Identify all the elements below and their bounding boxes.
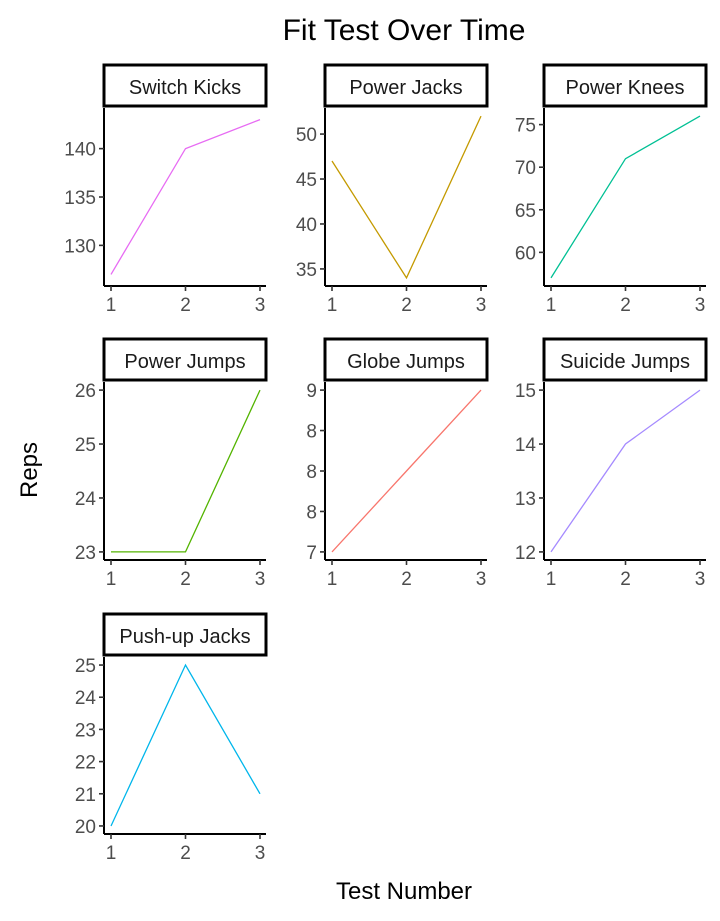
- x-tick-label: 3: [476, 295, 487, 316]
- x-tick-label: 2: [401, 569, 412, 590]
- facet-strip-label: Power Jumps: [124, 351, 245, 373]
- series-line: [331, 115, 482, 280]
- x-tick-label: 2: [620, 295, 631, 316]
- y-tick-label: 13: [515, 489, 536, 510]
- facet-strip: [102, 63, 268, 108]
- y-tick-label: 25: [75, 656, 96, 677]
- x-tick-label: 1: [327, 569, 338, 590]
- x-tick-label: 1: [327, 295, 338, 316]
- y-tick-label: 14: [515, 435, 537, 456]
- x-tick-label: 3: [255, 843, 266, 864]
- y-tick-label: 8: [306, 502, 317, 523]
- y-tick-label: 40: [296, 215, 317, 236]
- facet-strip: [102, 337, 268, 382]
- x-tick-label: 1: [106, 569, 117, 590]
- series-line: [331, 389, 482, 553]
- y-tick-label: 8: [306, 462, 317, 483]
- x-tick-label: 1: [106, 295, 117, 316]
- x-tick-label: 1: [546, 569, 557, 590]
- x-tick-label: 2: [180, 569, 191, 590]
- y-tick-label: 135: [64, 188, 96, 209]
- x-tick-label: 3: [255, 295, 266, 316]
- facet-strip: [542, 63, 708, 108]
- facet-strip: [323, 63, 489, 108]
- facet-strip-label: Switch Kicks: [129, 77, 241, 99]
- x-tick-label: 2: [180, 843, 191, 864]
- y-axis-title: Reps: [16, 442, 43, 498]
- y-tick-label: 70: [515, 158, 536, 179]
- facet-strip: [323, 337, 489, 382]
- facet-strip-label: Push-up Jacks: [119, 626, 250, 648]
- y-tick-label: 21: [75, 785, 96, 806]
- y-tick-label: 20: [75, 817, 96, 838]
- y-tick-label: 45: [296, 170, 317, 191]
- x-tick-label: 2: [180, 295, 191, 316]
- y-tick-label: 26: [75, 381, 96, 402]
- x-tick-label: 3: [695, 295, 706, 316]
- series-line: [110, 118, 261, 275]
- y-tick-label: 23: [75, 720, 96, 741]
- facet-strip: [102, 612, 268, 657]
- y-tick-label: 60: [515, 243, 536, 264]
- series-line: [550, 389, 701, 553]
- y-tick-label: 130: [64, 236, 96, 257]
- y-tick-label: 12: [515, 543, 536, 564]
- facet-panel: Globe Jumps 7 8 8 8 9 1 2 3: [306, 337, 489, 590]
- y-tick-label: 24: [75, 688, 97, 709]
- y-tick-label: 75: [515, 116, 536, 137]
- y-tick-label: 9: [306, 381, 317, 402]
- series-line: [550, 115, 701, 279]
- series-line: [110, 663, 261, 827]
- y-tick-label: 35: [296, 260, 317, 281]
- facet-strip-label: Suicide Jumps: [560, 351, 690, 373]
- facet-strip: [542, 337, 708, 382]
- facet-panel: Switch Kicks 130 135 140 1 2 3: [64, 63, 268, 316]
- y-tick-label: 22: [75, 753, 96, 774]
- y-tick-label: 25: [75, 435, 96, 456]
- facet-panel: Power Knees 60 65 70 75 1 2 3: [515, 63, 708, 316]
- series-line: [111, 389, 261, 553]
- x-axis-title: Test Number: [336, 878, 472, 905]
- x-tick-label: 3: [695, 569, 706, 590]
- facet-strip-label: Power Jacks: [349, 77, 462, 99]
- y-tick-label: 23: [75, 543, 96, 564]
- x-tick-label: 2: [620, 569, 631, 590]
- y-tick-label: 24: [75, 489, 97, 510]
- y-tick-label: 15: [515, 381, 536, 402]
- facet-panel: Power Jacks 35 40 45 50 1 2 3: [296, 63, 489, 316]
- x-tick-label: 1: [546, 295, 557, 316]
- x-tick-label: 2: [401, 295, 412, 316]
- y-tick-label: 65: [515, 201, 536, 222]
- chart-title: Fit Test Over Time: [283, 14, 526, 47]
- y-tick-label: 7: [306, 543, 317, 564]
- facet-strip-label: Power Knees: [566, 77, 685, 99]
- y-tick-label: 140: [64, 140, 96, 161]
- y-tick-label: 8: [306, 422, 317, 443]
- y-tick-label: 50: [296, 125, 317, 146]
- x-tick-label: 1: [106, 843, 117, 864]
- x-tick-label: 3: [255, 569, 266, 590]
- x-tick-label: 3: [476, 569, 487, 590]
- facet-strip-label: Globe Jumps: [347, 351, 465, 373]
